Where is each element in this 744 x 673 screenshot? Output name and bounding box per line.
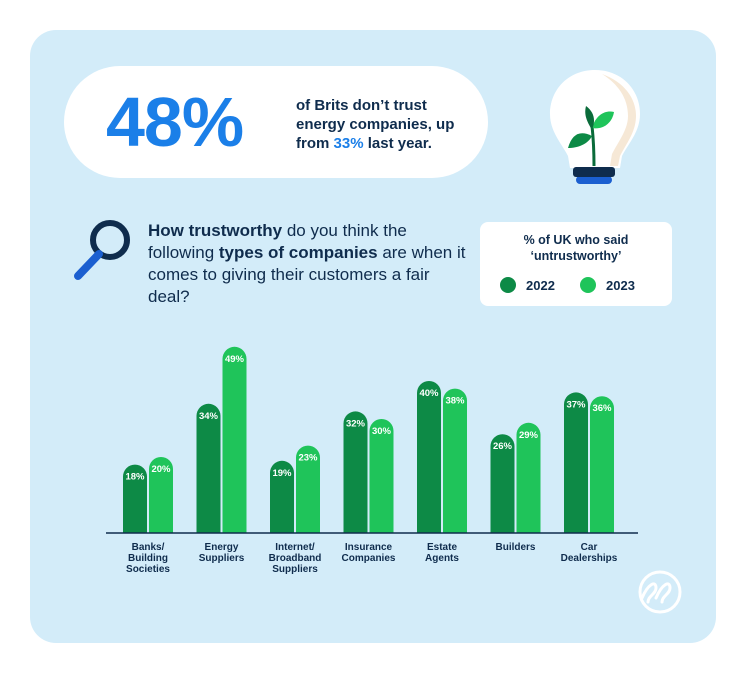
category-label-4-0: Estate (427, 542, 457, 553)
bar-label-2023-5: 29% (519, 430, 539, 441)
survey-question: How trustworthy do you think the followi… (148, 220, 468, 308)
category-label-6-1: Dealerships (561, 553, 618, 564)
question-part-2: do you think the following (148, 221, 407, 262)
bar-label-2023-1: 49% (225, 354, 245, 365)
bar-label-2022-4: 40% (419, 388, 439, 399)
bar-label-2023-0: 20% (151, 464, 171, 475)
bar-2023-2 (296, 445, 320, 533)
bar-2022-6 (564, 392, 588, 533)
headline-text-pre: of Brits don’t trust energy companies, u… (296, 97, 455, 152)
legend-item-2023: 2023 (580, 277, 635, 293)
headline-text: of Brits don’t trust energy companies, u… (296, 96, 476, 153)
category-label-5-0: Builders (495, 542, 535, 553)
question-part-1: How trustworthy (148, 221, 283, 240)
category-label-0-2: Societies (126, 564, 170, 575)
bar-2023-4 (443, 388, 467, 533)
category-label-4-1: Agents (425, 553, 459, 564)
bar-label-2022-2: 19% (272, 468, 292, 479)
bar-2023-3 (369, 419, 394, 533)
headline-text-highlight: 33% (333, 135, 364, 152)
bar-2022-3 (343, 411, 368, 533)
headline-big-stat: 48% (106, 83, 244, 161)
legend-title: % of UK who said ‘untrustworthy’ (480, 232, 672, 264)
legend-swatch-2023 (580, 277, 596, 293)
question-part-4: are when it comes to giving their custom… (148, 243, 466, 306)
bar-label-2023-2: 23% (298, 453, 318, 464)
bar-2022-5 (490, 434, 515, 533)
bar-2022-4 (417, 381, 441, 533)
bar-2023-6 (590, 396, 614, 533)
category-label-0-1: Building (128, 553, 168, 564)
category-label-3-1: Companies (342, 553, 396, 564)
headline-text-post: last year. (367, 135, 432, 152)
bar-label-2022-3: 32% (346, 418, 366, 429)
legend-label-2023: 2023 (606, 277, 635, 293)
category-label-2-2: Suppliers (272, 564, 318, 575)
category-label-1-1: Suppliers (199, 553, 245, 564)
magnifying-glass-icon (74, 220, 130, 280)
legend-swatch-2022 (500, 277, 516, 293)
category-label-2-1: Broadband (269, 553, 322, 564)
question-part-3: types of companies (218, 243, 378, 262)
legend-label-2022: 2022 (526, 277, 555, 293)
bar-label-2022-6: 37% (566, 399, 586, 410)
bar-label-2022-1: 34% (199, 411, 219, 422)
brand-logo-icon (638, 570, 682, 614)
category-label-0-0: Banks/ (132, 542, 165, 553)
bar-2023-0 (149, 457, 173, 533)
legend-title-line-2: ‘untrustworthy’ (530, 249, 622, 263)
bar-2023-5 (516, 422, 541, 533)
bar-2022-0 (123, 464, 147, 533)
chart-legend: % of UK who said ‘untrustworthy’ 2022 20… (480, 222, 672, 306)
headline-pill: 48% of Brits don’t trust energy companie… (64, 66, 488, 178)
legend-item-2022: 2022 (500, 277, 555, 293)
bar-2022-1 (196, 403, 221, 533)
bar-label-2022-5: 26% (493, 441, 513, 452)
bar-label-2023-3: 30% (372, 426, 392, 437)
bar-label-2023-6: 36% (592, 403, 612, 414)
lightbulb-plant-icon (550, 70, 640, 184)
bar-2023-1 (222, 346, 247, 533)
category-label-1-0: Energy (205, 542, 239, 553)
infographic-panel: 48% of Brits don’t trust energy companie… (30, 30, 716, 643)
category-label-3-0: Insurance (345, 542, 393, 553)
category-label-2-0: Internet/ (275, 542, 315, 553)
legend-title-line-1: % of UK who said (523, 233, 629, 247)
bar-label-2022-0: 18% (125, 472, 145, 483)
category-label-6-0: Car (581, 542, 598, 553)
bar-2022-2 (270, 460, 294, 533)
bar-label-2023-4: 38% (445, 396, 465, 407)
